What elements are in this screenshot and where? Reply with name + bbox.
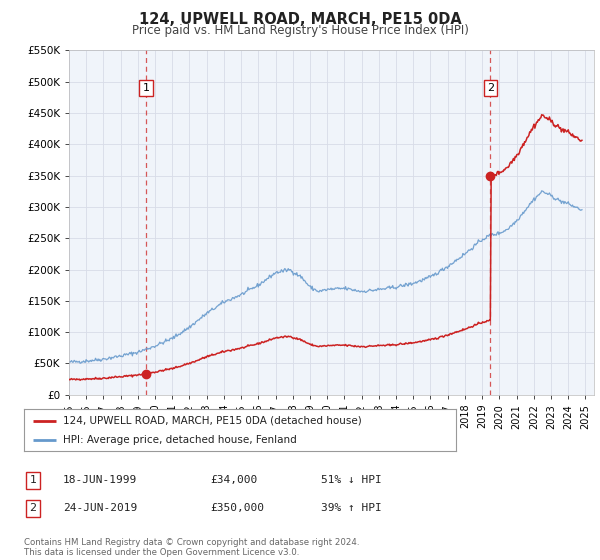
- Text: 1: 1: [29, 475, 37, 486]
- Text: 124, UPWELL ROAD, MARCH, PE15 0DA: 124, UPWELL ROAD, MARCH, PE15 0DA: [139, 12, 461, 27]
- Text: Price paid vs. HM Land Registry's House Price Index (HPI): Price paid vs. HM Land Registry's House …: [131, 24, 469, 36]
- Text: 51% ↓ HPI: 51% ↓ HPI: [321, 475, 382, 486]
- Text: 39% ↑ HPI: 39% ↑ HPI: [321, 503, 382, 514]
- Text: 124, UPWELL ROAD, MARCH, PE15 0DA (detached house): 124, UPWELL ROAD, MARCH, PE15 0DA (detac…: [63, 416, 362, 426]
- Text: 24-JUN-2019: 24-JUN-2019: [63, 503, 137, 514]
- Text: 2: 2: [487, 83, 494, 93]
- Text: Contains HM Land Registry data © Crown copyright and database right 2024.
This d: Contains HM Land Registry data © Crown c…: [24, 538, 359, 557]
- Text: £34,000: £34,000: [210, 475, 257, 486]
- Text: £350,000: £350,000: [210, 503, 264, 514]
- Text: 18-JUN-1999: 18-JUN-1999: [63, 475, 137, 486]
- Text: HPI: Average price, detached house, Fenland: HPI: Average price, detached house, Fenl…: [63, 435, 296, 445]
- Text: 2: 2: [29, 503, 37, 514]
- Text: 1: 1: [142, 83, 149, 93]
